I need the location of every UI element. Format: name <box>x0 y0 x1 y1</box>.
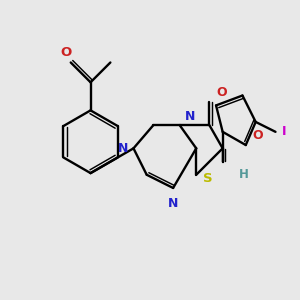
Text: O: O <box>252 129 263 142</box>
Text: I: I <box>282 125 286 138</box>
Text: N: N <box>168 197 178 210</box>
Text: O: O <box>216 86 227 99</box>
Text: N: N <box>185 110 195 123</box>
Text: H: H <box>239 168 249 182</box>
Text: O: O <box>60 46 71 59</box>
Text: N: N <box>118 142 128 155</box>
Text: S: S <box>203 172 212 184</box>
